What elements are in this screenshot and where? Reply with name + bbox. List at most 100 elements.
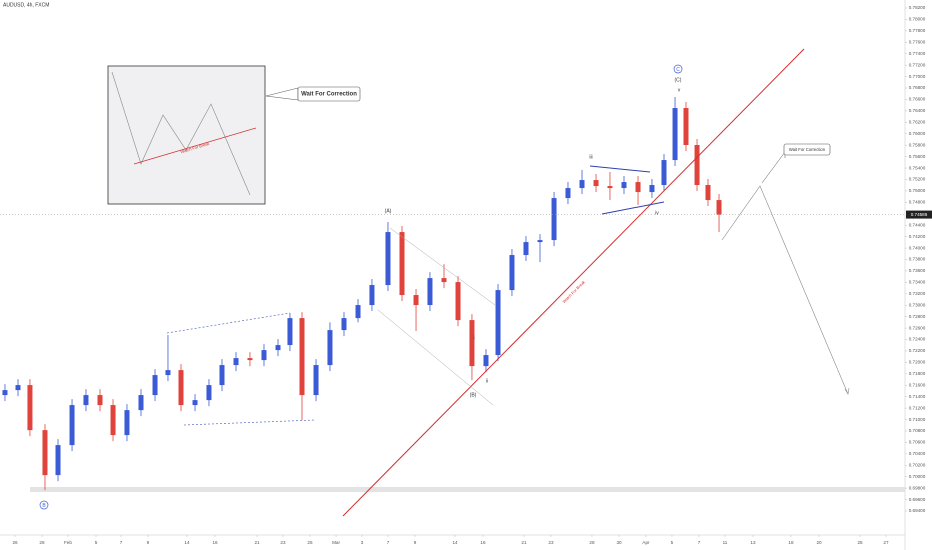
candle-body [341,318,347,331]
candle-body [672,108,678,161]
candle-body [579,180,585,189]
y-tick-label: 0.73800 [909,257,926,262]
candle-body [219,365,225,386]
candle-body [441,278,447,283]
y-tick-label: 0.73200 [909,291,926,296]
y-tick-label: 0.75000 [909,188,926,193]
candle-body [469,320,475,367]
x-tick-label: 9 [414,540,417,545]
candle-body [247,358,253,361]
x-tick-label: 16 [480,540,486,545]
drawings [39,48,850,517]
candle-body [261,350,267,361]
y-tick-label: 0.69600 [909,497,926,502]
candle-body [206,385,212,401]
wave-label: (B) [470,392,477,398]
candle-body [694,145,700,186]
x-tick-label: 13 [750,540,756,545]
candle-body [2,390,8,396]
wave-label: B [42,503,46,509]
candle-body [355,305,361,319]
y-tick-label: 0.78000 [909,17,926,22]
candle-body [55,445,61,476]
x-tick-label: 9 [147,540,150,545]
x-tick-label: 23 [280,540,286,545]
y-tick-label: 0.74400 [909,222,926,227]
candle-body [69,405,75,446]
y-tick-label: 0.75800 [909,142,926,147]
x-tick-label: 25 [307,540,313,545]
wave-label: ii [486,378,488,384]
y-tick-label: 0.72800 [909,314,926,319]
inset-trendline [133,127,257,165]
y-tick-label: 0.71800 [909,371,926,376]
candle-body [15,385,21,391]
y-tick-label: 0.72400 [909,337,926,342]
x-tick-label: 20 [816,540,822,545]
y-tick-label: 0.73000 [909,302,926,307]
candle-body [621,182,627,189]
x-tick-label: 23 [548,540,554,545]
y-tick-label: 0.71200 [909,405,926,410]
callout-text: Wait For Correction [301,92,357,98]
y-tick-label: 0.76600 [909,97,926,102]
candle-body [705,185,711,201]
y-tick-label: 0.74200 [909,234,926,239]
callout-small-box [783,143,831,156]
candle-body [495,290,501,356]
candle-body [27,385,33,431]
y-tick-label: 0.75200 [909,177,926,182]
y-tick-label: 0.72600 [909,325,926,330]
candles [2,96,722,491]
candle-body [275,345,281,351]
y-tick-label: 0.70800 [909,428,926,433]
y-tick-label: 0.72000 [909,360,926,365]
candle-body [192,400,198,406]
x-tick-label: 21 [521,540,527,545]
x-tick-label: Apr [642,540,650,545]
x-tick-label: 28 [39,540,45,545]
candle-body [661,160,667,186]
candle-body [635,182,641,193]
candle-body [97,395,103,406]
y-tick-label: 0.77800 [909,28,926,33]
candle-body [649,185,655,193]
wave-circle [39,500,49,510]
candle-body [327,330,333,366]
x-tick-label: 25 [857,540,863,545]
candle-body [509,255,515,291]
x-tick-label: 14 [452,540,458,545]
x-tick-label: 21 [254,540,260,545]
callout-box [297,86,361,102]
y-tick-label: 0.69800 [909,485,926,490]
x-tick-label: 7 [698,540,701,545]
last-price-label: 0.74586 [911,212,928,217]
candle-body [369,285,375,306]
candle-body [83,395,89,406]
symbol-title: AUDUSD, 4h, FXCM [3,2,49,8]
flag-top [389,227,496,306]
y-tick-label: 0.70400 [909,451,926,456]
y-tick-label: 0.71400 [909,394,926,399]
wave-label: C [676,67,680,73]
x-tick-label: 7 [387,540,390,545]
x-tick-label: 5 [95,540,98,545]
y-tick-label: 0.75600 [909,154,926,159]
y-tick-label: 0.71600 [909,382,926,387]
y-tick-label: 0.73400 [909,280,926,285]
candle-body [385,232,391,286]
x-tick-label: 7 [120,540,123,545]
candle-body [299,318,305,396]
candle-body [110,405,116,436]
x-tick-label: 26 [12,540,18,545]
y-tick-label: 0.74800 [909,200,926,205]
channel-top [166,312,291,334]
candle-body [42,430,48,476]
x-tick-label: 27 [883,540,889,545]
x-tick-label: Feb [64,540,72,545]
y-tick-label: 0.69400 [909,508,926,513]
candle-body [138,395,144,411]
y-tick-label: 0.75400 [909,165,926,170]
axes: 0.78200 0.78000 0.77800 0.77600 0.77400 0.772… [0,5,932,545]
